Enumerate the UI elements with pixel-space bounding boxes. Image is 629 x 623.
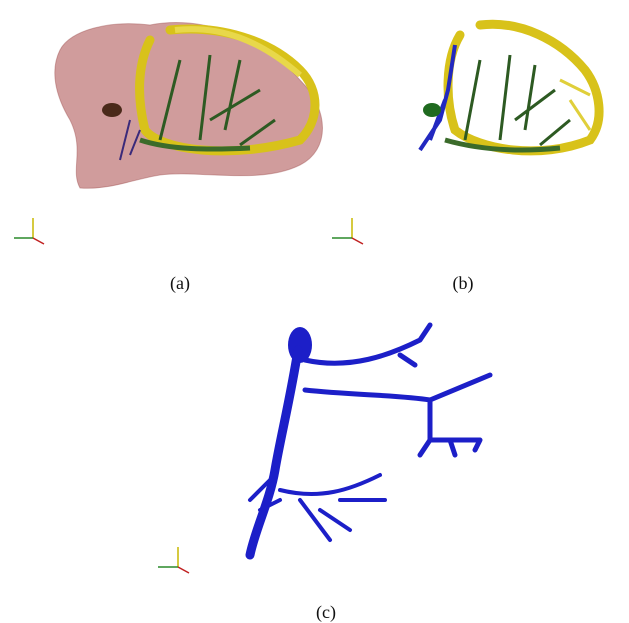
panel-label: (a)	[170, 273, 190, 294]
panel-a-render	[55, 22, 323, 188]
page: (a) (b) (c) (() => { const data = JSON.p…	[0, 0, 629, 623]
axis-triad	[14, 218, 363, 573]
panel-c-render	[250, 325, 490, 555]
figure: (a) (b) (c)	[0, 0, 629, 623]
panel-b-render	[420, 24, 599, 151]
panel-label: (b)	[453, 273, 474, 294]
panel-label: (c)	[316, 602, 336, 623]
